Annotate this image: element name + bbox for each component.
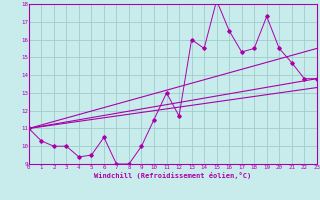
X-axis label: Windchill (Refroidissement éolien,°C): Windchill (Refroidissement éolien,°C) (94, 172, 252, 179)
